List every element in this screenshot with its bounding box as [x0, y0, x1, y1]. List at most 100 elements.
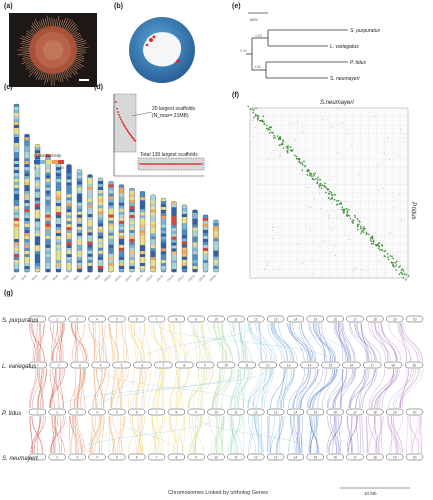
synteny-chromosome-label: 4 [100, 363, 102, 367]
synteny-link [119, 415, 121, 454]
synteny-link [200, 368, 213, 409]
synteny-link [88, 415, 97, 454]
synteny-chromosome-label: 19 [393, 410, 397, 414]
ortholog-dot [354, 216, 356, 218]
synteny-link [108, 322, 120, 362]
ortholog-dot [351, 144, 353, 146]
synteny-chromosome [258, 361, 277, 369]
synteny-chromosome [108, 408, 126, 416]
synteny-link [193, 322, 197, 362]
ortholog-dot [384, 255, 387, 257]
ortholog-dot [251, 108, 254, 110]
synteny-chromosome-label: 19 [393, 455, 397, 459]
ortholog-dot [370, 236, 373, 239]
synteny-chromosome [128, 315, 146, 323]
ortholog-dot [329, 190, 331, 193]
synteny-chromosome [187, 408, 205, 416]
synteny-chromosome-label: 2 [56, 317, 58, 321]
synteny-link [256, 368, 271, 409]
ortholog-dot [282, 139, 284, 141]
ortholog-dot [343, 249, 345, 251]
synteny-link [258, 322, 277, 362]
synteny-link [249, 322, 276, 362]
synteny-link [348, 322, 369, 362]
synteny-link [37, 368, 47, 409]
synteny-link [249, 415, 258, 454]
scale-bar [79, 79, 89, 81]
synteny-link [152, 368, 161, 409]
ortholog-dot [398, 273, 400, 275]
ortholog-dot [395, 260, 398, 263]
synteny-link [211, 415, 224, 454]
scaffold-point [189, 163, 192, 165]
ortholog-dot [329, 198, 332, 201]
synteny-link [56, 322, 65, 362]
synteny-link [274, 322, 295, 362]
synteny-link [374, 322, 397, 362]
synteny-link [230, 415, 237, 454]
synteny-link [96, 368, 248, 409]
ortholog-dot [268, 132, 271, 134]
synteny-link [258, 322, 273, 362]
synteny-link [111, 368, 116, 409]
ortholog-dot [329, 179, 331, 181]
synteny-link [152, 322, 160, 362]
scaffold-point [154, 163, 156, 165]
scaffold-point [145, 163, 147, 165]
synteny-link [153, 415, 166, 454]
synteny-chromosome [386, 315, 404, 323]
ortholog-dot [304, 165, 306, 168]
ortholog-dot [357, 228, 359, 231]
node-support: 4.89 [255, 34, 262, 38]
synteny-link [295, 415, 301, 454]
ortholog-dot [265, 127, 268, 130]
synteny-chromosome [300, 361, 319, 369]
ortholog-dot [346, 215, 348, 217]
synteny-link [270, 415, 282, 454]
ortholog-dot [331, 196, 333, 199]
synteny-chromosome-label: 8 [183, 363, 185, 367]
scaffold-point [173, 163, 176, 165]
synteny-link [380, 415, 383, 454]
synteny-link [108, 415, 114, 454]
synteny-link [156, 368, 165, 409]
synteny-link [37, 368, 44, 409]
ortholog-dot [360, 232, 362, 235]
synteny-link [116, 415, 126, 454]
chromosome-11: Chr11 [114, 184, 125, 283]
ortholog-dot [378, 249, 381, 251]
ortholog-dot [298, 158, 301, 161]
synteny-link [316, 322, 327, 362]
synteny-chromosome [167, 315, 186, 323]
ortholog-dot [358, 221, 361, 223]
ortholog-dot [259, 119, 261, 122]
synteny-link [159, 322, 165, 362]
synteny-link [374, 322, 389, 362]
synteny-link [310, 415, 316, 454]
synteny-link [49, 368, 55, 409]
synteny-link [216, 368, 235, 409]
synteny-link [215, 415, 225, 454]
chromosome-9: Chr9 [94, 177, 104, 281]
synteny-link [341, 368, 343, 409]
ortholog-dot [301, 169, 304, 172]
chromosome-label: Chr11 [114, 274, 123, 283]
synteny-link [349, 368, 365, 409]
ortholog-dot [342, 122, 344, 124]
scaffold-point [132, 137, 134, 140]
synteny-link [49, 368, 65, 409]
ortholog-dot [331, 194, 334, 196]
ortholog-dot [393, 261, 395, 264]
ortholog-dot [262, 115, 265, 118]
synteny-chromosome-label: 11 [234, 317, 238, 321]
chromosome-1: Chr1 [10, 103, 20, 281]
synteny-link [347, 415, 358, 454]
ortholog-dot [252, 119, 254, 121]
synteny-link [92, 322, 97, 362]
synteny-link [297, 415, 300, 454]
synteny-chromosome-label: 17 [370, 363, 374, 367]
synteny-link [199, 322, 210, 362]
synteny-link [156, 322, 331, 362]
ortholog-dot [298, 161, 301, 163]
ortholog-dot [272, 226, 274, 228]
